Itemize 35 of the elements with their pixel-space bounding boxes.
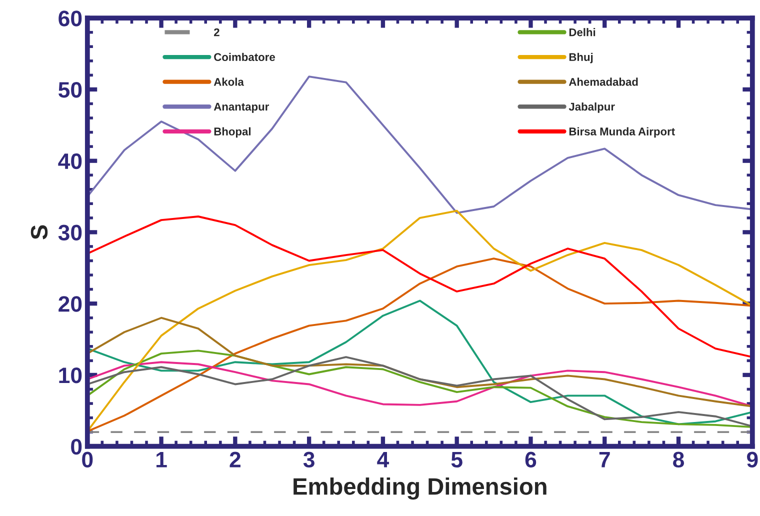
line-series (87, 216, 752, 358)
y-tick-label: 40 (58, 153, 82, 170)
x-tick-label: 1 (156, 452, 167, 468)
legend-label: Ahemadabad (568, 78, 638, 86)
x-tick-label: 2 (230, 452, 240, 468)
y-tick-label: 50 (58, 82, 82, 98)
y-tick-label: 60 (58, 10, 82, 26)
y-tick-label: 20 (58, 296, 82, 312)
line-series (87, 258, 752, 432)
x-tick-label: 4 (377, 452, 390, 468)
x-tick-label: 7 (599, 452, 610, 468)
legend-label: Anantapur (214, 102, 270, 113)
legend-label: Birsa Munda Airport (569, 127, 675, 138)
legend-label: Jabalpur (568, 102, 615, 113)
x-tick-label: 9 (746, 452, 758, 468)
legend-label: Delhi (569, 28, 596, 36)
line-series (87, 76, 752, 214)
x-tick-label: 0 (82, 452, 93, 468)
y-tick-label: 10 (59, 367, 82, 384)
y-axis-title: S (30, 225, 48, 240)
legend-label: Bhopal (214, 127, 250, 138)
line-series (87, 300, 752, 426)
x-tick-label: 8 (673, 452, 684, 468)
legend-label: Bhuj (569, 52, 593, 64)
line-series (87, 361, 752, 408)
x-tick-label: 6 (525, 452, 536, 468)
legend-label: Akola (214, 78, 244, 86)
legend-label: 2 (214, 28, 220, 36)
y-tick-label: 30 (58, 224, 82, 240)
x-tick-label: 3 (303, 452, 314, 468)
y-tick-label: 0 (71, 438, 82, 455)
x-axis-title: Embedding Dimension (294, 477, 546, 500)
line-series (87, 316, 752, 408)
x-tick-label: 5 (451, 452, 462, 468)
legend-label: Coimbatore (214, 52, 275, 62)
